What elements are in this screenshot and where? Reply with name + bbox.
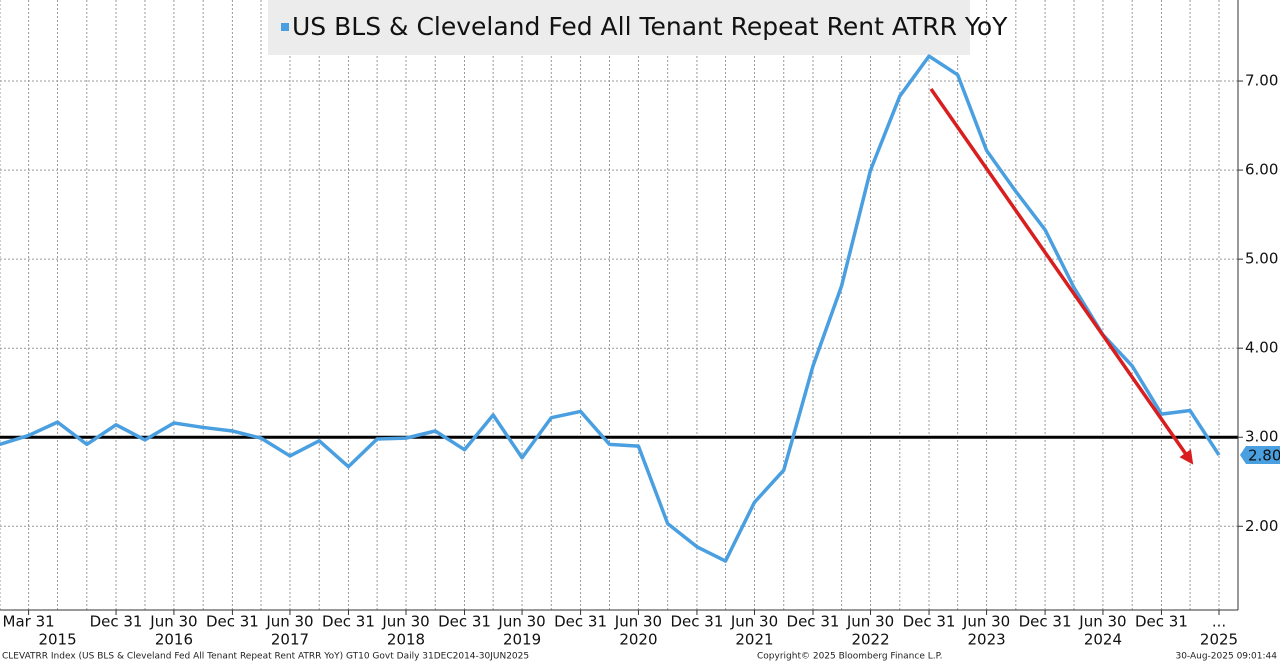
x-tick-label: Jun 30 — [1078, 613, 1126, 631]
x-tick-label: Jun 30 — [497, 613, 545, 631]
year-label: 2018 — [387, 631, 425, 649]
year-label: 2022 — [851, 631, 889, 649]
last-value-box — [1240, 446, 1280, 465]
x-tick-label: ... — [1212, 613, 1226, 631]
x-tick-label: Jun 30 — [846, 613, 894, 631]
x-tick-label: Dec 31 — [322, 613, 375, 631]
legend-box — [268, 0, 970, 55]
footer-timestamp: 30-Aug-2025 09:01:44 — [1175, 652, 1277, 662]
y-tick-label: 6.00 — [1245, 161, 1278, 179]
y-tick-label: 4.00 — [1245, 339, 1278, 357]
x-tick-label: Dec 31 — [1135, 613, 1188, 631]
footer-copyright: Copyright© 2025 Bloomberg Finance L.P. — [757, 652, 942, 662]
year-label: 2021 — [735, 631, 773, 649]
last-value-label: 2.80 — [1248, 447, 1280, 465]
year-label: 2020 — [619, 631, 657, 649]
year-label: 2019 — [503, 631, 541, 649]
x-tick-label: Jun 30 — [614, 613, 662, 631]
footer-source: CLEVATRR Index (US BLS & Cleveland Fed A… — [2, 652, 529, 662]
legend-label: US BLS & Cleveland Fed All Tenant Repeat… — [292, 12, 1008, 41]
x-tick-label: Jun 30 — [149, 613, 197, 631]
year-label: 2023 — [967, 631, 1005, 649]
legend-swatch — [281, 23, 289, 31]
x-tick-label: Dec 31 — [90, 613, 143, 631]
y-tick-label: 3.00 — [1245, 428, 1278, 446]
plot — [0, 54, 1238, 563]
x-tick-label: Jun 30 — [962, 613, 1010, 631]
y-tick-label: 7.00 — [1245, 72, 1278, 90]
y-tick-label: 2.00 — [1245, 517, 1278, 535]
x-tick-label: Jun 30 — [730, 613, 778, 631]
year-label: 2017 — [271, 631, 309, 649]
x-tick-label: Dec 31 — [554, 613, 607, 631]
x-tick-label: Dec 31 — [670, 613, 723, 631]
year-label: 2025 — [1200, 631, 1238, 649]
x-tick-label: Dec 31 — [903, 613, 956, 631]
x-tick-label: Dec 31 — [787, 613, 840, 631]
year-label: 2024 — [1084, 631, 1122, 649]
x-tick-label: Dec 31 — [438, 613, 491, 631]
x-tick-label: Mar 31 — [3, 613, 55, 631]
x-tick-label: Dec 31 — [206, 613, 259, 631]
year-label: 2015 — [38, 631, 76, 649]
series-line — [0, 54, 1221, 563]
trend-arrow — [929, 87, 1194, 465]
y-tick-label: 5.00 — [1245, 250, 1278, 268]
grid — [0, 0, 1238, 610]
x-tick-label: Jun 30 — [381, 613, 429, 631]
year-label: 2016 — [155, 631, 193, 649]
x-tick-label: Dec 31 — [1019, 613, 1072, 631]
x-tick-label: Jun 30 — [265, 613, 313, 631]
